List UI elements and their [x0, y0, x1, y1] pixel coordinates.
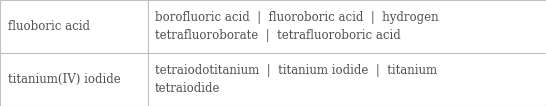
Text: borofluoric acid  |  fluoroboric acid  |  hydrogen
tetrafluoroborate  |  tetrafl: borofluoric acid | fluoroboric acid | hy…	[155, 11, 438, 42]
Text: titanium(IV) iodide: titanium(IV) iodide	[8, 73, 121, 86]
Text: tetraiodotitanium  |  titanium iodide  |  titanium
tetraiodide: tetraiodotitanium | titanium iodide | ti…	[155, 64, 437, 95]
Text: fluoboric acid: fluoboric acid	[8, 20, 90, 33]
